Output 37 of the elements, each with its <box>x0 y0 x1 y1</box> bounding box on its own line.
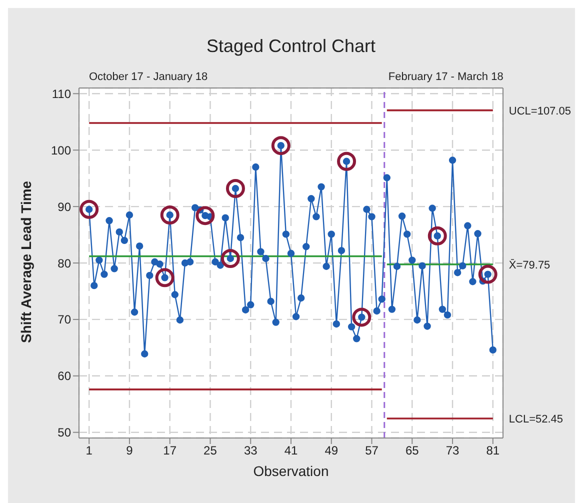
point <box>160 206 180 225</box>
x-tick-label: 49 <box>324 444 338 458</box>
y-tick-label: 100 <box>50 143 72 158</box>
point <box>352 308 372 327</box>
series-label: LCL=52.45 <box>508 414 564 426</box>
point <box>337 152 356 171</box>
series-label: UCL=107.05 <box>508 105 571 118</box>
x-tick-label: 33 <box>244 444 258 458</box>
text: February 17 - March 18 <box>388 71 504 83</box>
y-tick-label: 80 <box>58 256 72 270</box>
point <box>478 264 498 284</box>
point <box>428 226 447 246</box>
x-axis-title: Observation <box>253 463 329 479</box>
point <box>196 206 215 226</box>
x-tick-label: 1 <box>86 444 93 458</box>
x-tick-label: 57 <box>365 444 379 458</box>
series-label: X̄=79.75 <box>508 258 550 272</box>
x-tick-label: 41 <box>284 444 298 458</box>
y-tick-label: 60 <box>58 369 72 384</box>
x-tick-label: 65 <box>405 444 420 458</box>
x-tick-label: 25 <box>204 444 218 458</box>
x-tick-label: 73 <box>446 444 460 458</box>
chart-title: Staged Control Chart <box>206 36 376 56</box>
point <box>155 268 174 288</box>
y-tick-label: 50 <box>58 426 72 440</box>
point <box>220 248 240 268</box>
point <box>271 136 290 156</box>
y-tick-label: 90 <box>58 200 72 214</box>
y-axis-title: Shift Average Lead Time <box>18 180 34 343</box>
text: October 17 - January 18 <box>89 71 208 83</box>
x-tick-label: 9 <box>126 444 134 458</box>
x-tick-label: 17 <box>163 444 177 458</box>
y-tick-label: 70 <box>58 312 72 327</box>
point <box>80 200 99 219</box>
point <box>226 178 245 198</box>
x-tick-label: 81 <box>486 444 500 458</box>
y-tick-label: 110 <box>52 86 72 101</box>
